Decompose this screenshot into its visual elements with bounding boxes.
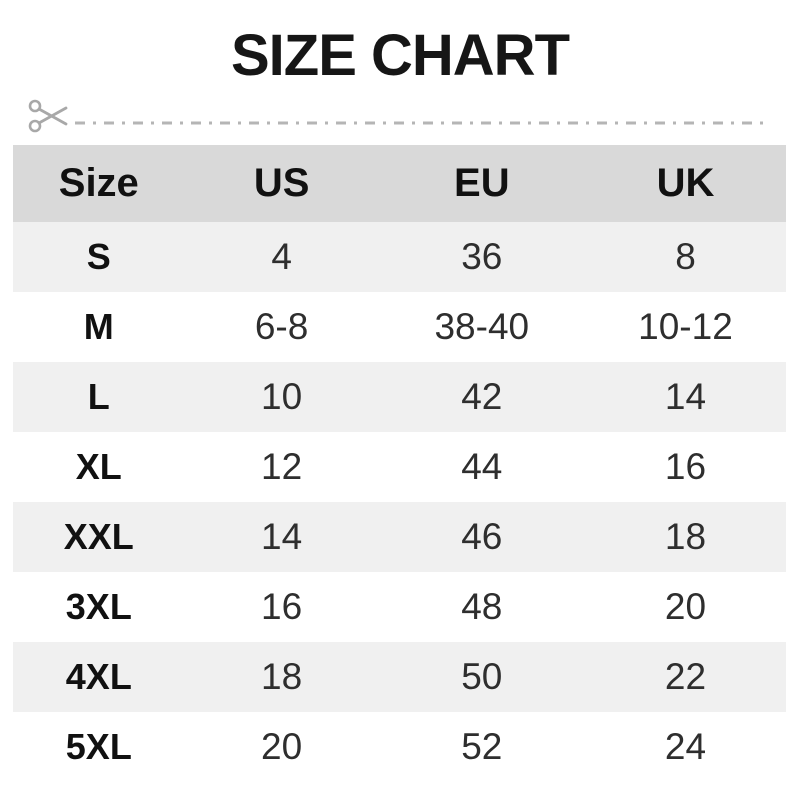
size-label: 3XL (65, 585, 132, 627)
column-header-us: US (253, 160, 310, 205)
size-label: XL (75, 445, 122, 487)
us-value: 20 (261, 725, 303, 767)
table-row: M 6-8 38-40 10-12 (13, 291, 786, 362)
us-value: 18 (261, 655, 303, 697)
eu-value: 46 (461, 515, 503, 557)
size-label: 5XL (65, 725, 132, 767)
column-header-eu: EU (454, 160, 510, 205)
table-row: 3XL 16 48 20 (13, 571, 786, 642)
table-row: L 10 42 14 (13, 361, 786, 432)
uk-value: 10-12 (638, 305, 733, 347)
uk-value: 22 (664, 655, 707, 697)
table-row: XL 12 44 16 (13, 431, 786, 502)
uk-value: 16 (664, 445, 707, 487)
size-label: XXL (63, 515, 134, 557)
eu-value: 42 (461, 375, 503, 417)
eu-value: 52 (461, 725, 503, 767)
table-row: S 4 36 8 (13, 221, 786, 292)
table-row: 4XL 18 50 22 (13, 641, 786, 712)
uk-value: 18 (664, 515, 707, 557)
column-header-size: Size (58, 160, 139, 205)
cut-line (28, 94, 770, 138)
size-label: M (83, 305, 114, 347)
scissors-icon (28, 94, 70, 138)
eu-value: 48 (461, 585, 503, 627)
size-label: 4XL (65, 655, 132, 697)
size-label: S (86, 235, 111, 277)
table-row: 5XL 20 52 24 (13, 711, 786, 782)
us-value: 16 (261, 585, 303, 627)
size-label: L (87, 375, 110, 417)
us-value: 10 (261, 375, 303, 417)
uk-value: 20 (664, 585, 707, 627)
uk-value: 14 (664, 375, 707, 417)
uk-value: 8 (675, 235, 696, 277)
us-value: 4 (271, 235, 292, 277)
us-value: 6-8 (254, 305, 309, 347)
eu-value: 44 (461, 445, 503, 487)
us-value: 12 (261, 445, 303, 487)
size-chart-table: Size US EU UK S 4 36 8 M 6-8 38-40 10-12… (13, 144, 786, 782)
eu-value: 38-40 (434, 305, 530, 347)
dashed-cut-line (75, 113, 770, 125)
page-title: SIZE CHART (231, 23, 570, 88)
eu-value: 36 (461, 235, 503, 277)
table-row: XXL 14 46 18 (13, 501, 786, 572)
uk-value: 24 (664, 725, 707, 767)
table-header-row: Size US EU UK (13, 144, 786, 222)
eu-value: 50 (461, 655, 503, 697)
us-value: 14 (261, 515, 303, 557)
column-header-uk: UK (656, 160, 715, 205)
